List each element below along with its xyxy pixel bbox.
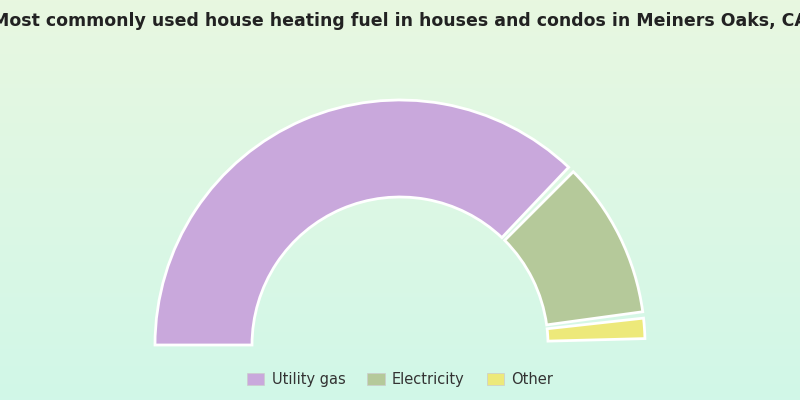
Text: Most commonly used house heating fuel in houses and condos in Meiners Oaks, CA: Most commonly used house heating fuel in…	[0, 12, 800, 30]
Wedge shape	[547, 318, 645, 341]
Legend: Utility gas, Electricity, Other: Utility gas, Electricity, Other	[241, 366, 559, 393]
Wedge shape	[505, 172, 642, 325]
Wedge shape	[155, 100, 569, 345]
